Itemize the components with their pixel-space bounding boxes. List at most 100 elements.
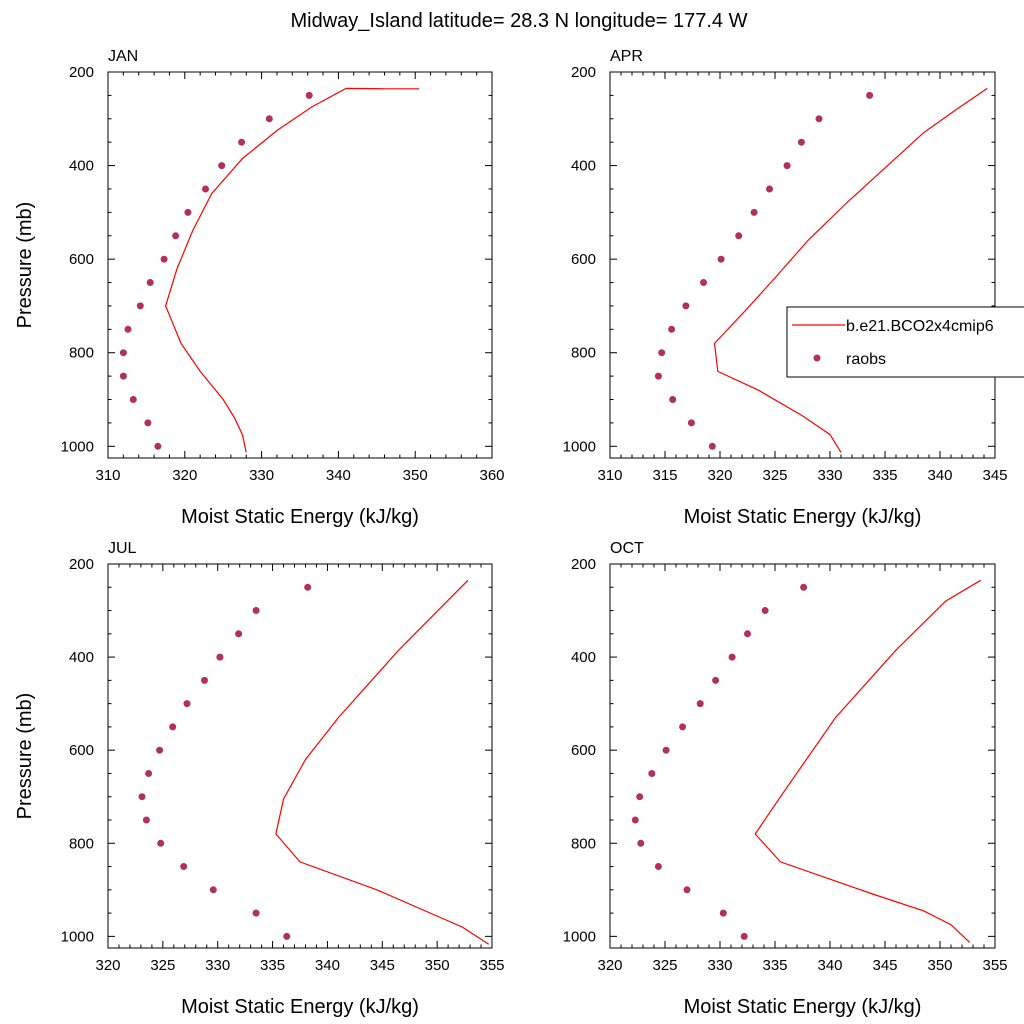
- x-tick-label: 330: [205, 957, 230, 974]
- y-axis-title: Pressure (mb): [14, 202, 36, 329]
- y-axis-title: Pressure (mb): [14, 693, 36, 820]
- obs-point: [180, 863, 188, 870]
- x-tick-label: 330: [249, 467, 274, 484]
- obs-point: [669, 396, 677, 403]
- obs-point: [124, 325, 132, 333]
- panel-jul: JUL 320 325 330 335 340 345 350 355 200 400 600 800 1…: [14, 540, 505, 1018]
- obs-point: [202, 185, 209, 193]
- y-tick-label: 600: [571, 742, 596, 759]
- x-tick-label: 355: [982, 957, 1007, 974]
- obs-point: [252, 607, 260, 614]
- legend-obs-label: raobs: [846, 351, 886, 368]
- x-tick-label: 330: [707, 957, 732, 974]
- y-tick-label: 200: [69, 64, 94, 81]
- obs-point: [750, 208, 758, 216]
- x-tick-label: 345: [370, 957, 395, 974]
- x-tick-label: 325: [652, 957, 677, 974]
- obs-point: [183, 700, 191, 708]
- obs-point: [238, 138, 246, 146]
- obs-point: [235, 630, 243, 638]
- obs-point: [668, 325, 676, 333]
- x-tick-label: 320: [707, 467, 732, 484]
- legend: b.e21.BCO2x4cmip6 raobs: [786, 306, 1024, 378]
- obs-point: [797, 138, 805, 146]
- obs-point: [636, 793, 644, 801]
- y-tick-label: 600: [571, 251, 596, 268]
- panel-title: APR: [610, 48, 643, 65]
- y-tick-label: 600: [69, 742, 94, 759]
- obs-point: [679, 723, 687, 731]
- y-tick-label: 800: [571, 835, 596, 852]
- y-tick-label: 400: [69, 649, 94, 666]
- obs-point: [172, 232, 180, 240]
- obs-point: [717, 255, 725, 263]
- obs-point: [156, 746, 164, 754]
- x-tick-label: 350: [425, 957, 450, 974]
- legend-obs-swatch: [813, 354, 821, 362]
- obs-point: [160, 255, 168, 263]
- y-tick-label: 200: [571, 64, 596, 81]
- y-tick-label: 400: [571, 649, 596, 666]
- obs-point: [136, 302, 144, 310]
- y-tick-label: 1000: [61, 438, 94, 455]
- obs-point: [712, 676, 720, 684]
- x-axis-title: Moist Static Energy (kJ/kg): [684, 506, 922, 528]
- panel-title: OCT: [610, 540, 644, 557]
- x-tick-label: 340: [927, 467, 952, 484]
- obs-point: [631, 816, 639, 824]
- x-tick-label: 350: [403, 467, 428, 484]
- obs-point: [119, 349, 127, 357]
- model-line: [164, 87, 419, 453]
- x-axis-title: Moist Static Energy (kJ/kg): [684, 996, 922, 1018]
- y-tick-label: 400: [69, 158, 94, 175]
- x-tick-label: 335: [872, 467, 897, 484]
- obs-point: [654, 863, 662, 870]
- x-tick-label: 350: [927, 957, 952, 974]
- x-tick-label: 320: [172, 467, 197, 484]
- figure-title: Midway_Island latitude= 28.3 N longitude…: [291, 10, 748, 32]
- obs-point: [184, 208, 192, 216]
- x-tick-label: 330: [817, 467, 842, 484]
- obs-point: [761, 607, 769, 614]
- panel-apr: APR 310 315 320 325 330 335 340 345 200 400 600 800 1…: [563, 48, 1008, 528]
- obs-point: [145, 770, 153, 777]
- panels: JAN 310 320 330 340 350 360 200 400 600 800 1000 Moi…: [14, 48, 1008, 1018]
- obs-point: [283, 932, 291, 940]
- obs-point: [766, 185, 773, 193]
- obs-point: [169, 723, 177, 731]
- obs-point: [304, 583, 312, 591]
- panel-jan: JAN 310 320 330 340 350 360 200 400 600 800 1000 Moi…: [14, 48, 505, 528]
- obs-point: [129, 396, 137, 403]
- obs-point: [728, 653, 736, 661]
- obs-point: [216, 653, 224, 661]
- x-tick-label: 340: [817, 957, 842, 974]
- x-tick-label: 310: [95, 467, 120, 484]
- obs-point: [662, 746, 670, 754]
- obs-point: [740, 932, 748, 940]
- y-tick-label: 200: [69, 556, 94, 573]
- x-tick-label: 320: [597, 957, 622, 974]
- obs-point: [305, 91, 313, 99]
- obs-point: [157, 839, 165, 847]
- x-tick-label: 345: [982, 467, 1007, 484]
- y-tick-label: 1000: [61, 928, 94, 945]
- obs-point: [265, 115, 273, 123]
- model-line: [713, 87, 988, 453]
- obs-point: [252, 909, 260, 917]
- x-tick-label: 310: [597, 467, 622, 484]
- obs-point: [209, 886, 217, 894]
- y-tick-label: 800: [69, 835, 94, 852]
- obs-point: [800, 583, 808, 591]
- x-axis-title: Moist Static Energy (kJ/kg): [181, 506, 419, 528]
- obs-point: [708, 442, 716, 450]
- obs-point: [146, 279, 154, 286]
- obs-point: [144, 419, 152, 427]
- legend-model-label: b.e21.BCO2x4cmip6: [846, 318, 994, 335]
- obs-point: [119, 372, 127, 380]
- plot-frame: [107, 563, 493, 949]
- y-tick-label: 1000: [563, 928, 596, 945]
- y-tick-label: 200: [571, 556, 596, 573]
- x-tick-label: 320: [95, 957, 120, 974]
- x-tick-label: 340: [315, 957, 340, 974]
